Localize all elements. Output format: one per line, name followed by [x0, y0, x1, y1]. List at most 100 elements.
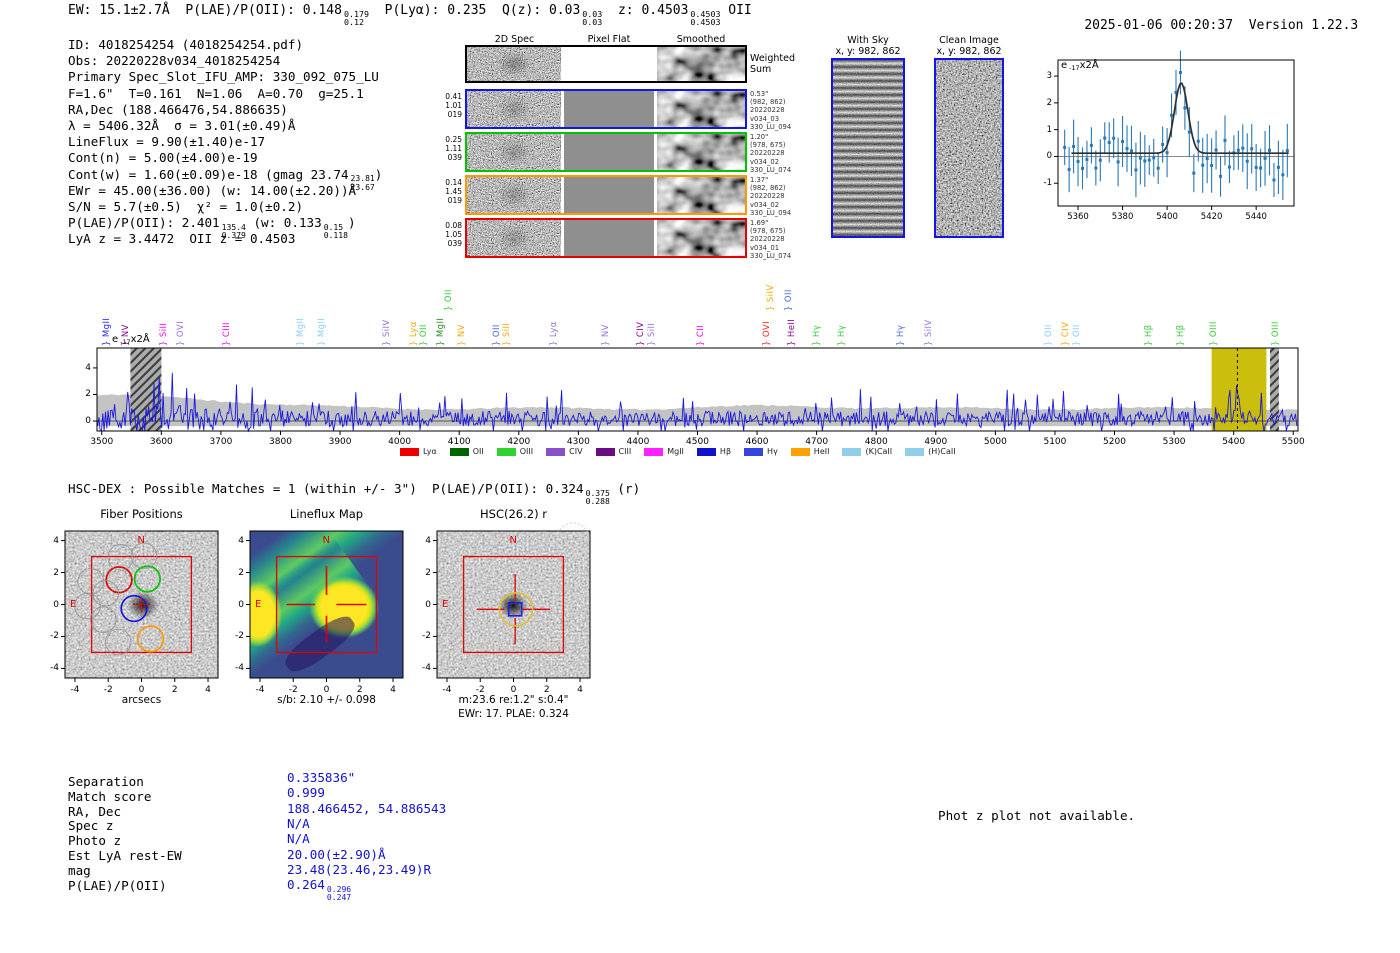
emission-line-marker: } SiIV	[924, 319, 935, 346]
emission-line-marker: } OII	[443, 289, 454, 311]
match-table-label: P(LAE)/P(OII)	[68, 877, 167, 893]
match-table-value: 0.264 0.296 0.247	[287, 877, 352, 903]
info-line: Obs: 20220228v034_4018254254	[68, 53, 281, 69]
spec2d-row-right-label: 0.53" (982, 862) 20220228 v034_03 330_LU…	[750, 90, 792, 131]
match-table-value: N/A	[287, 831, 310, 847]
spectrum-xtick: 5200	[1103, 437, 1126, 447]
cutout-xtick: 2	[356, 685, 363, 695]
spectrum-xtick: 4200	[507, 437, 531, 447]
compass-east-label: E	[70, 598, 77, 610]
match-table-value: 188.466452, 54.886543	[287, 800, 447, 816]
spec2d-row-left-label: 0.14 1.45 019	[445, 178, 462, 205]
spec2d-cell-image	[467, 91, 561, 127]
spectrum-xtick: 4500	[686, 437, 709, 447]
emission-line-marker: } OVI	[762, 321, 773, 346]
cutout-ytick: -4	[422, 663, 431, 674]
source-blob	[685, 224, 717, 252]
spec2d-col-header-2dspec: 2D Spec	[494, 34, 535, 45]
inset-ylabel: e -17 x2Å	[1061, 60, 1099, 73]
spectrum-xtick: 5000	[983, 437, 1007, 447]
info-line: RA,Dec (188.466476,54.886635)	[68, 101, 288, 117]
spec2d-pixelflat-cell	[564, 91, 654, 127]
spec2d-cell-image	[467, 47, 561, 81]
cutout-xtick: 2	[543, 685, 550, 695]
cutout-ytick: 2	[425, 567, 431, 578]
lineflux-caption: s/b: 2.10 +/- 0.098	[277, 694, 376, 706]
source-blob	[685, 138, 717, 166]
compass-north-label: N	[322, 535, 330, 546]
spectrum-xtick: 4000	[388, 437, 412, 447]
match-table-label: Est LyA rest-EW	[68, 848, 182, 863]
spec2d-cell-image	[657, 134, 745, 170]
legend-swatch	[595, 447, 615, 456]
spectrum-xtick: 5500	[1281, 437, 1305, 447]
spec2d-row-left-label: 0.08 1.05 039	[445, 221, 462, 248]
emission-line-marker: } CIV	[635, 321, 646, 346]
emission-line-marker: } Hγ	[837, 324, 848, 346]
source-blob	[497, 95, 531, 123]
cutout-xlabel: arcsecs	[121, 694, 162, 706]
cutout-ytick: 0	[238, 599, 244, 610]
legend-swatch	[496, 447, 516, 456]
info-line: LineFlux = 9.90(±1.40)e-17	[68, 134, 266, 150]
spectrum-ytick: 2	[85, 389, 91, 400]
emission-line-marker: } SiIV	[381, 319, 392, 346]
legend-label: CIII	[618, 447, 632, 456]
emission-line-marker: } NV	[121, 324, 132, 346]
info-line: Primary Spec_Slot_IFU_AMP: 330_092_075_L…	[68, 69, 379, 85]
spectrum-ylabel: e -17 x2Å	[112, 334, 150, 347]
spectrum-ytick: 4	[85, 362, 91, 373]
legend-item: (K)CaII	[842, 447, 892, 456]
legend-label: Hγ	[767, 447, 778, 456]
emission-line-marker: } MgII	[317, 317, 328, 346]
inset-ytick: 3	[1046, 71, 1052, 82]
emission-line-marker: } MgII	[101, 317, 112, 346]
legend-swatch	[449, 447, 469, 456]
legend-swatch	[842, 447, 862, 456]
source-blob	[497, 224, 531, 252]
lineflux-map-image	[250, 531, 403, 678]
legend-swatch	[644, 447, 664, 456]
spec2d-cell-image	[467, 177, 561, 213]
spectrum-xtick: 4800	[864, 437, 888, 447]
source-blob	[127, 591, 159, 619]
spec2d-cell-image	[657, 47, 745, 81]
emission-line-marker: } MgII	[436, 317, 447, 346]
legend-swatch	[905, 447, 925, 456]
spec2d-col-header-pixelflat: Pixel Flat	[587, 34, 631, 45]
info-line: EWr = 45.00(±36.00) (w: 14.00(±2.20))Å	[68, 182, 357, 198]
inset-xtick: 5420	[1200, 212, 1223, 222]
emission-line-marker: } Hγ	[812, 324, 823, 346]
legend-label: HeII	[813, 447, 830, 456]
hsc-dex-summary-line: HSC-DEX : Possible Matches = 1 (within +…	[68, 481, 641, 507]
spectrum-xtick: 3800	[269, 437, 292, 447]
legend-label: Lyα	[423, 447, 437, 456]
legend-label: (H)CaII	[928, 447, 956, 456]
spectrum-xtick: 3900	[328, 437, 352, 447]
source-blob	[497, 51, 531, 77]
emission-line-marker: } NV	[457, 324, 467, 346]
legend-label: OII	[472, 447, 484, 456]
emission-line-marker: } OVI	[175, 321, 186, 346]
cutout-title: Fiber Positions	[100, 507, 183, 521]
cutout-xtick: -2	[288, 685, 298, 695]
cutout-ytick: -2	[235, 631, 244, 642]
with-sky-coords: x, y: 982, 862	[835, 46, 901, 57]
spec2d-pixelflat-cell	[564, 220, 654, 256]
match-table-label: Separation	[68, 774, 144, 789]
hsc-caption-2: EWr: 17. PLAE: 0.324	[458, 708, 569, 720]
cutout-xtick: -2	[103, 685, 113, 695]
inset-xtick: 5360	[1067, 212, 1089, 222]
cutout-xtick: 2	[171, 685, 178, 695]
inset-ytick: 0	[1046, 151, 1052, 162]
cutout-xtick: 4	[577, 685, 583, 695]
emission-line-marker: } CII	[695, 324, 706, 346]
legend-swatch	[744, 447, 764, 456]
spectrum-xtick: 4900	[924, 437, 948, 447]
spec2d-cell-image	[467, 220, 561, 256]
emission-line-marker: } SiIV	[766, 284, 777, 311]
inset-ytick: -1	[1043, 178, 1052, 189]
spectrum-xtick: 4600	[745, 437, 769, 447]
info-line: S/N = 5.7(±0.5) χ² = 1.0(±0.2)	[68, 199, 304, 214]
